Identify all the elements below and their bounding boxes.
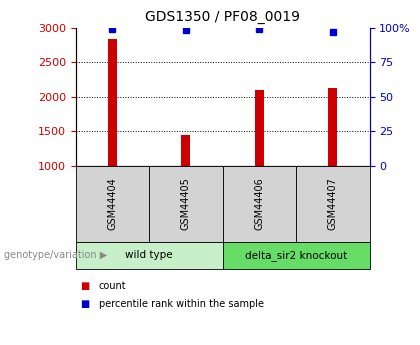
Text: genotype/variation ▶: genotype/variation ▶ bbox=[4, 250, 108, 260]
Text: GSM44406: GSM44406 bbox=[255, 177, 264, 230]
Bar bbox=[181, 135, 190, 166]
Text: GSM44404: GSM44404 bbox=[108, 177, 117, 230]
Bar bbox=[108, 39, 117, 166]
Text: wild type: wild type bbox=[125, 250, 173, 260]
Text: delta_sir2 knockout: delta_sir2 knockout bbox=[245, 250, 347, 261]
Text: ■: ■ bbox=[80, 299, 89, 308]
Text: percentile rank within the sample: percentile rank within the sample bbox=[99, 299, 264, 308]
Text: GSM44405: GSM44405 bbox=[181, 177, 191, 230]
Title: GDS1350 / PF08_0019: GDS1350 / PF08_0019 bbox=[145, 10, 300, 24]
Bar bbox=[328, 88, 337, 166]
Text: GSM44407: GSM44407 bbox=[328, 177, 338, 230]
Text: ■: ■ bbox=[80, 282, 89, 291]
Text: count: count bbox=[99, 282, 126, 291]
Bar bbox=[255, 90, 264, 166]
